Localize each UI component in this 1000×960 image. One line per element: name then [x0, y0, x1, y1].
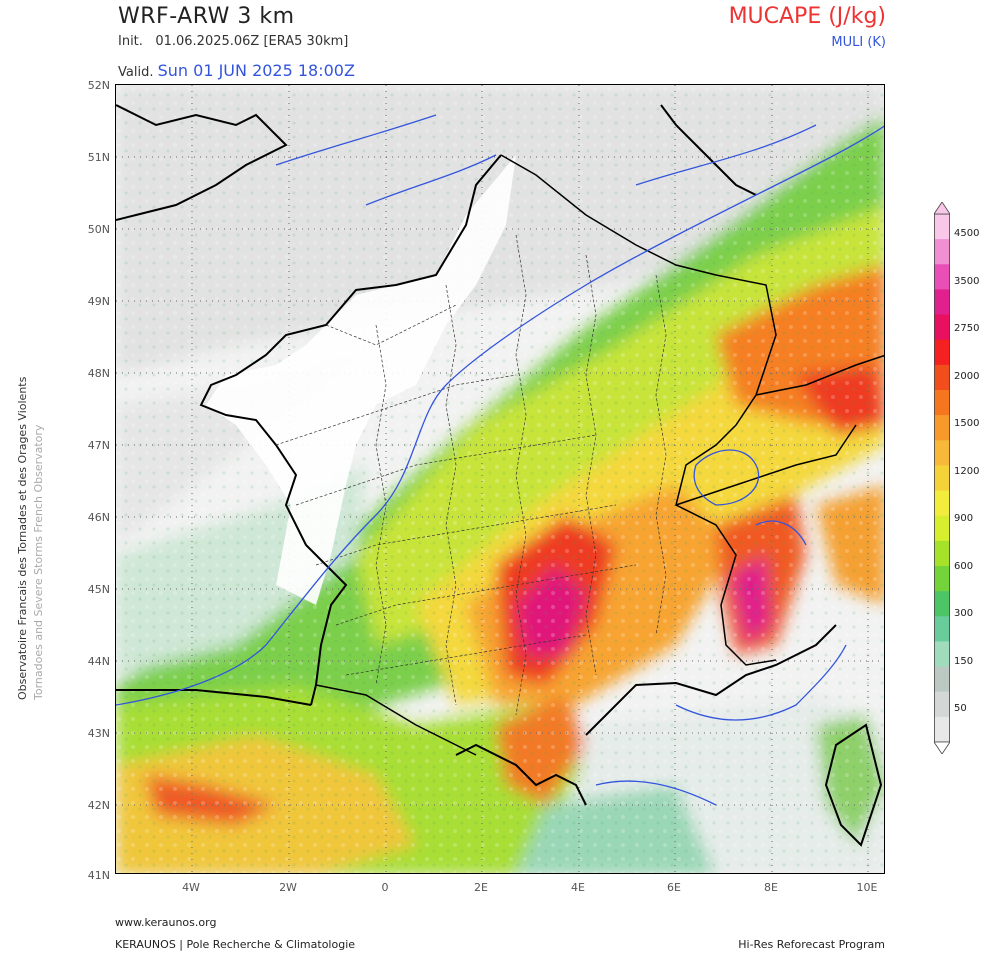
colorbar-step: [934, 364, 950, 391]
lat-label: 49N: [87, 295, 110, 308]
colorbar-step: [934, 490, 950, 517]
lat-label: 44N: [87, 655, 110, 668]
colorbar-step: [934, 239, 950, 265]
colorbar-step: [934, 641, 950, 668]
colorbar-step: [934, 390, 950, 416]
colorbar-step: [934, 465, 950, 492]
parameter-subtitle: MULI (K): [831, 35, 886, 50]
lon-label: 0: [381, 881, 389, 894]
lat-lon-grid: [116, 85, 884, 873]
map-panel[interactable]: [115, 84, 885, 874]
valid-line: Valid. Sun 01 JUN 2025 18:00Z: [118, 61, 355, 80]
colorbar-step: [934, 566, 950, 592]
colorbar-step: [934, 314, 950, 341]
muli-contours: [116, 114, 884, 806]
valid-label: Valid.: [118, 65, 154, 80]
colorbar-step: [934, 214, 950, 240]
lon-label: 8E: [764, 881, 778, 894]
department-borders: [275, 234, 667, 716]
lat-label: 46N: [87, 511, 110, 524]
colorbar-step: [934, 716, 950, 743]
colorbar-label: 50: [954, 703, 967, 714]
colorbar-step: [934, 264, 950, 290]
side-credit-en: Tornadoes and Severe Storms French Obser…: [32, 424, 45, 700]
colorbar-step: [934, 440, 950, 466]
lat-label: 50N: [87, 223, 110, 236]
lon-label: 10E: [856, 881, 878, 894]
colorbar-label: 3500: [954, 276, 980, 287]
lon-label: 2W: [279, 881, 297, 894]
colorbar-steps: [934, 213, 950, 743]
lat-label: 48N: [87, 367, 110, 380]
map-canvas: [116, 85, 884, 873]
footer-url[interactable]: www.keraunos.org: [115, 916, 217, 929]
colorbar-label: 2750: [954, 323, 980, 334]
colorbar-step: [934, 616, 950, 642]
lon-label: 4W: [182, 881, 200, 894]
colorbar-label: 300: [954, 608, 974, 619]
lat-label: 42N: [87, 799, 110, 812]
lat-label: 43N: [87, 727, 110, 740]
colorbar-bottom-arrow: [934, 741, 950, 754]
colorbar-step: [934, 591, 950, 617]
footer-program: Hi-Res Reforecast Program: [738, 938, 885, 951]
colorbar-step: [934, 691, 950, 718]
init-value: 01.06.2025.06Z [ERA5 30km]: [155, 34, 349, 49]
map-title: WRF-ARW 3 km: [118, 4, 295, 29]
borders: [315, 154, 884, 756]
parameter-title: MUCAPE (J/kg): [728, 4, 886, 29]
colorbar-top-arrow: [934, 202, 950, 215]
side-credit: Observatoire Francais des Tornades et de…: [14, 270, 46, 700]
lat-label: 45N: [87, 583, 110, 596]
colorbar-label: 1500: [954, 418, 980, 429]
lat-label: 51N: [87, 151, 110, 164]
colorbar-step: [934, 540, 950, 567]
init-line: Init. 01.06.2025.06Z [ERA5 30km]: [118, 34, 348, 49]
colorbar-step: [934, 515, 950, 542]
coastlines: [116, 104, 883, 847]
colorbar-label: 150: [954, 656, 974, 667]
colorbar-step: [934, 339, 950, 366]
side-credit-fr: Observatoire Francais des Tornades et de…: [16, 376, 29, 700]
lon-label: 4E: [571, 881, 585, 894]
colorbar-label: 900: [954, 513, 974, 524]
colorbar-label: 1200: [954, 466, 980, 477]
init-label: Init.: [118, 34, 143, 49]
footer-org: KERAUNOS | Pole Recherche & Climatologie: [115, 938, 356, 951]
land-no-cape: [206, 155, 516, 605]
colorbar-step: [934, 666, 950, 693]
colorbar-step: [934, 415, 950, 441]
colorbar-label: 2000: [954, 371, 980, 382]
colorbar-label: 4500: [954, 228, 980, 239]
lat-label: 47N: [87, 439, 110, 452]
valid-value: Sun 01 JUN 2025 18:00Z: [157, 61, 355, 80]
lat-label: 41N: [87, 869, 110, 882]
lon-label: 6E: [667, 881, 681, 894]
lon-label: 2E: [474, 881, 488, 894]
colorbar-label: 600: [954, 561, 974, 572]
lat-label: 52N: [87, 79, 110, 92]
colorbar: [934, 202, 950, 754]
colorbar-step: [934, 289, 950, 316]
